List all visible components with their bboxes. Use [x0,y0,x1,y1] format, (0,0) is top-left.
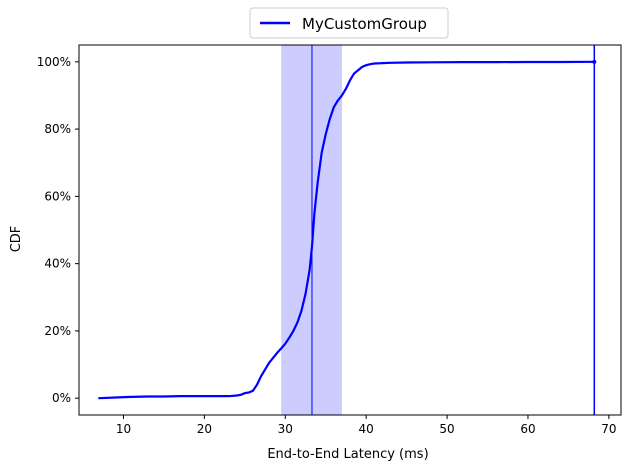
y-tick-label: 0% [52,391,71,405]
series-line-0 [98,60,596,400]
y-tick-label: 100% [37,55,71,69]
x-tick-label: 70 [601,422,616,436]
x-axis-label: End-to-End Latency (ms) [267,447,428,462]
x-tick-label: 40 [359,422,374,436]
axes-layer: 10 20 30 40 50 60 70 0% 20% 40% 60% 80% 100% [37,44,622,436]
x-tick-label: 50 [439,422,454,436]
legend-label: MyCustomGroup [302,15,427,33]
legend-box [249,7,449,39]
y-tick-label: 60% [44,189,71,203]
y-tick-label: 20% [44,324,71,338]
y-tick-label: 80% [44,122,71,136]
y-axis-label: CDF [9,226,24,253]
x-tick-label: 10 [116,422,131,436]
plot-layer [98,45,597,415]
x-tick-label: 20 [197,422,212,436]
series-end-point [592,59,597,64]
axes-frame [78,44,622,416]
legend: MyCustomGroup [249,7,449,39]
x-tick-label: 30 [278,422,293,436]
x-tick-label: 60 [520,422,535,436]
y-tick-label: 40% [44,257,71,271]
